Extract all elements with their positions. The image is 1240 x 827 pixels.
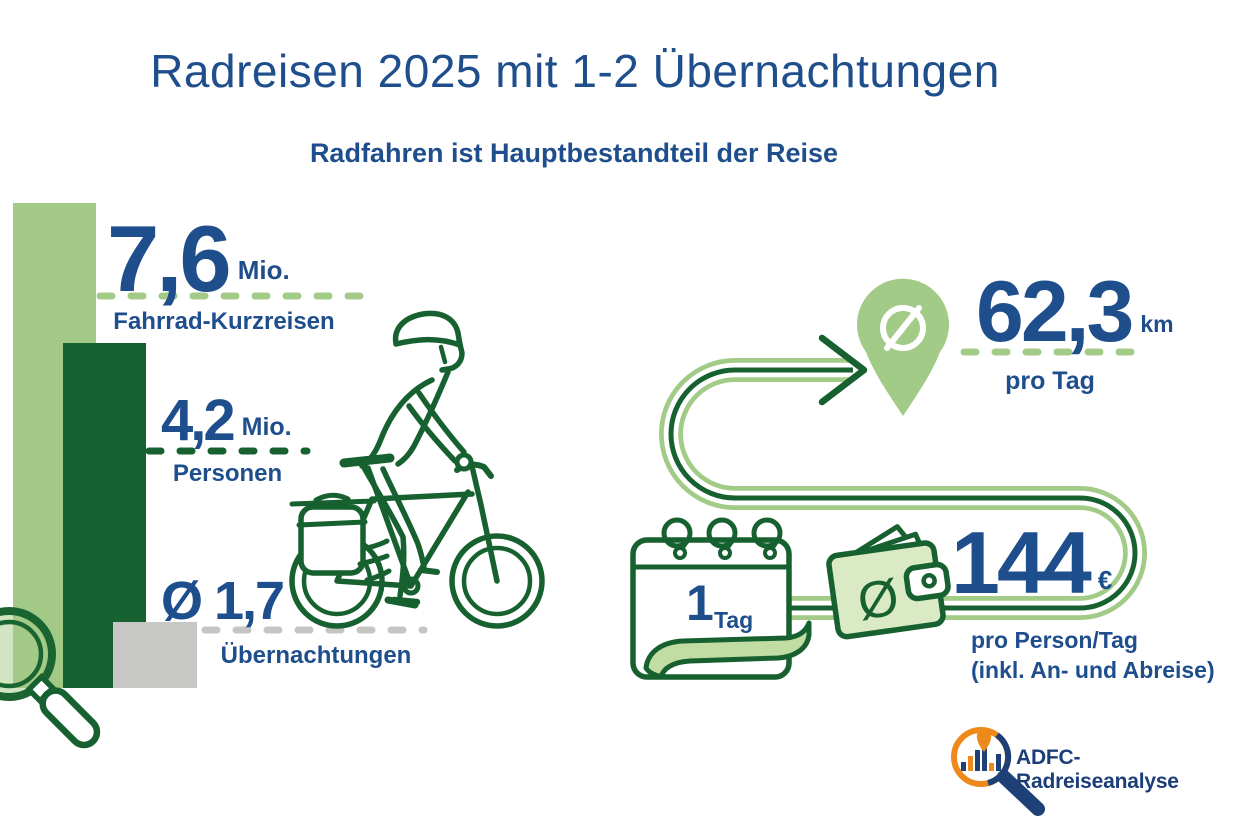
stat-uebernachtungen: Ø 1,7 bbox=[161, 571, 285, 631]
stat-uebernachtungen-label: Übernachtungen bbox=[220, 642, 412, 669]
page-subtitle: Radfahren ist Hauptbestandteil der Reise bbox=[309, 138, 839, 168]
page-title: Radreisen 2025 mit 1-2 Übernachtungen bbox=[150, 45, 1000, 97]
stat-reisedauer-unit: Tag bbox=[714, 607, 754, 633]
stat-reisedauer-value: 1 bbox=[686, 575, 714, 631]
stat-kurzreisen-label: Fahrrad-Kurzreisen bbox=[113, 308, 335, 335]
stat-uebernachtungen-value: Ø 1,7 bbox=[161, 571, 285, 631]
stat-kurzreisen-value: 7,6 bbox=[107, 206, 232, 311]
pannier-bag-icon bbox=[298, 504, 366, 576]
pin-average-symbol-icon bbox=[880, 305, 926, 351]
calendar-icon bbox=[630, 517, 812, 680]
stat-kurzreisen-unit: Mio. bbox=[237, 255, 290, 285]
route-path bbox=[659, 334, 1147, 620]
magnifier-icon bbox=[0, 607, 101, 749]
stat-personen-value: 4,2 bbox=[161, 388, 236, 453]
logo-pin-icon bbox=[976, 729, 992, 752]
stat-tagesdistanz-label: pro Tag bbox=[1005, 367, 1095, 395]
pannier-rack bbox=[289, 498, 377, 507]
stat-kosten-unit: € bbox=[1097, 565, 1113, 595]
motion-dashes bbox=[357, 538, 392, 583]
location-pin-icon bbox=[857, 278, 950, 416]
cyclist-icon bbox=[289, 310, 545, 629]
stat-kosten: 144 € bbox=[951, 519, 1112, 607]
wallet-icon: Ø bbox=[826, 524, 951, 640]
helmet-icon bbox=[392, 310, 463, 348]
stat-kosten-label: pro Person/Tag bbox=[971, 627, 1138, 653]
stat-personen-unit: Mio. bbox=[241, 413, 292, 441]
logo-magnifier-icon bbox=[951, 727, 1045, 816]
stat-kosten-sublabel: (inkl. An- und Abreise) bbox=[971, 656, 1215, 683]
stat-kosten-labels: pro Person/Tag (inkl. An- und Abreise) bbox=[971, 626, 1240, 686]
stat-tagesdistanz-unit: km bbox=[1140, 311, 1174, 337]
calendar-page-curl bbox=[643, 620, 812, 680]
logo-bars-icon bbox=[961, 746, 1001, 771]
stat-tagesdistanz-value: 62,3 bbox=[976, 264, 1134, 360]
stat-tagesdistanz: 62,3 km bbox=[976, 269, 1174, 355]
stat-kurzreisen: 7,6 Mio. bbox=[107, 212, 290, 306]
stat-personen-label: Personen bbox=[172, 460, 283, 487]
route-arrow-icon bbox=[818, 334, 868, 406]
bar-uebernachtungen bbox=[113, 622, 197, 688]
stat-personen: 4,2 Mio. bbox=[161, 392, 292, 450]
logo-text: ADFC-Radreiseanalyse bbox=[1016, 746, 1179, 793]
stat-kosten-value: 144 bbox=[951, 513, 1092, 612]
reference-dashes bbox=[96, 292, 1138, 634]
wallet-average-symbol: Ø bbox=[854, 568, 902, 631]
